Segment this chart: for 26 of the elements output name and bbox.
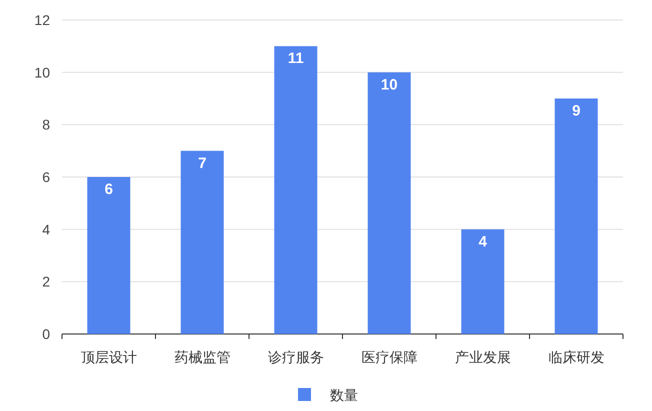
bar xyxy=(274,46,318,334)
y-tick-label: 10 xyxy=(34,64,50,80)
data-label: 7 xyxy=(198,154,206,172)
y-tick-label: 12 xyxy=(34,12,50,28)
legend-label: 数量 xyxy=(330,387,358,403)
x-tick-label: 诊疗服务 xyxy=(268,349,324,365)
data-label: 10 xyxy=(380,76,398,94)
data-label: 9 xyxy=(572,102,580,120)
y-tick-label: 6 xyxy=(42,169,50,185)
x-tick-label: 临床研发 xyxy=(548,349,604,365)
y-tick-label: 0 xyxy=(42,326,50,342)
y-tick-label: 8 xyxy=(42,116,50,133)
y-tick-label: 2 xyxy=(42,274,50,290)
bar xyxy=(180,150,224,334)
x-tick-label: 顶层设计 xyxy=(80,349,137,365)
data-label: 6 xyxy=(104,181,113,198)
x-tick-label: 医疗保障 xyxy=(361,349,418,365)
bar xyxy=(554,98,598,334)
data-label: 11 xyxy=(288,50,304,68)
x-tick-label: 产业发展 xyxy=(454,349,511,365)
bar xyxy=(461,229,504,334)
data-label: 4 xyxy=(478,233,488,250)
bar xyxy=(87,177,130,334)
bar xyxy=(368,72,411,334)
x-tick-label: 药械监管 xyxy=(174,349,230,365)
y-tick-label: 4 xyxy=(42,221,50,238)
